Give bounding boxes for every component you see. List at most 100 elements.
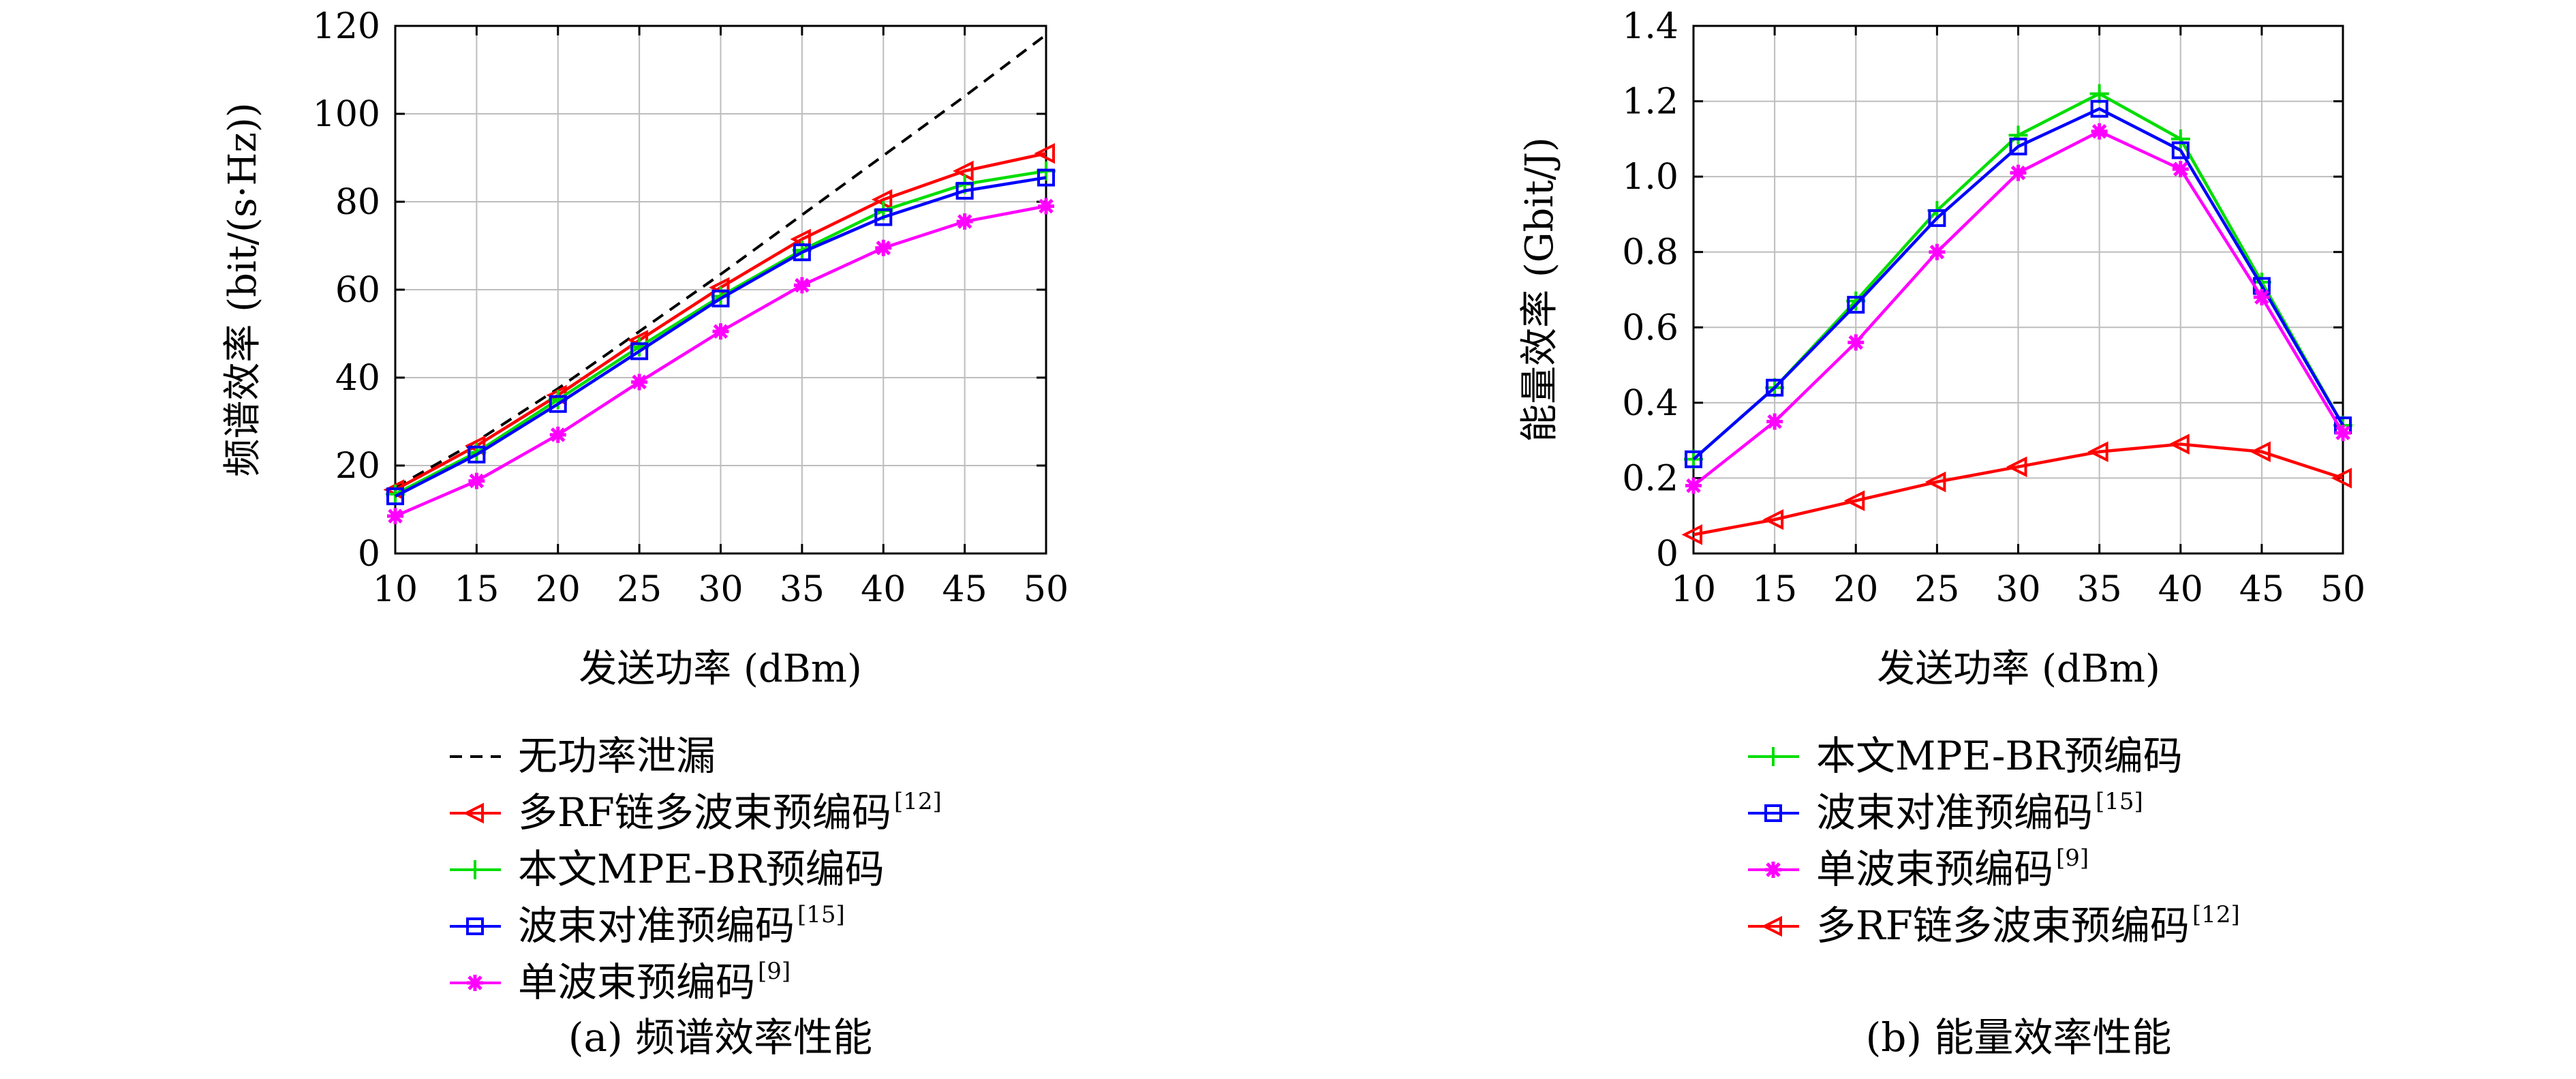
y-tick-label: 120: [313, 6, 380, 47]
series-line: [395, 33, 1047, 489]
y-tick-label: 0.2: [1622, 458, 1678, 499]
x-axis-label: 发送功率 (dBm): [1877, 647, 2160, 691]
data-point: [1685, 477, 1702, 494]
legend-label: 多RF链多波束预编码: [518, 789, 891, 836]
legend-item: 多RF链多波束预编码 [12]: [1748, 901, 2240, 949]
data-point: [386, 487, 404, 506]
data-point: [467, 445, 486, 463]
data-point: [2006, 456, 2027, 478]
x-tick-label: 30: [1995, 569, 2040, 610]
data-point: [630, 342, 649, 361]
data-point: [1037, 168, 1055, 187]
y-axis-label: 频谱效率 (bit/(s·Hz)): [221, 102, 265, 476]
data-point: [956, 213, 973, 230]
x-tick-label: 10: [1671, 569, 1716, 610]
figure-caption: (b) 能量效率性能: [1866, 1014, 2172, 1061]
legend-label: 单波束预编码: [518, 959, 755, 1005]
series-4: [387, 198, 1054, 525]
series-0: [395, 33, 1047, 489]
data-point: [2171, 129, 2190, 149]
legend-reference: [15]: [2096, 788, 2143, 815]
legend-label: 波束对准预编码: [518, 902, 795, 949]
legend-label: 单波束预编码: [1816, 846, 2053, 892]
legend-marker: [1765, 862, 1781, 878]
legend-item: 波束对准预编码 [15]: [450, 901, 845, 949]
data-point: [631, 374, 648, 391]
legend-label: 无功率泄漏: [518, 733, 716, 779]
y-tick-label: 100: [313, 94, 380, 135]
x-tick-label: 35: [2077, 569, 2122, 610]
x-tick-label: 45: [942, 569, 987, 610]
y-axis-label: 能量效率 (Gbit/J): [1518, 137, 1562, 442]
series-3: [386, 168, 1055, 506]
data-point: [1681, 524, 1702, 545]
data-point: [2250, 441, 2271, 462]
x-tick-label: 30: [698, 569, 743, 610]
legend-item: 本文MPE-BR预编码: [1748, 733, 2183, 779]
data-point: [874, 208, 893, 226]
figure-caption: (a) 频谱效率性能: [568, 1014, 872, 1061]
data-point: [2091, 123, 2108, 140]
x-tick-label: 40: [861, 569, 906, 610]
series-3: [1681, 434, 2352, 545]
data-point: [955, 181, 974, 200]
data-point: [2090, 100, 2109, 118]
legend-marker: [463, 802, 484, 824]
legend-marker: [1764, 804, 1782, 822]
x-tick-label: 45: [2239, 569, 2284, 610]
series-line: [394, 176, 1047, 498]
legend-label: 本文MPE-BR预编码: [518, 846, 885, 892]
data-point: [2172, 161, 2189, 178]
data-point: [875, 239, 892, 256]
legend-reference: [12]: [894, 788, 942, 815]
legend-label: 波束对准预编码: [1816, 789, 2093, 836]
data-point: [2010, 164, 2027, 181]
series-2: [1685, 123, 2351, 494]
legend-label: 本文MPE-BR预编码: [1816, 733, 2183, 779]
data-point: [468, 472, 485, 489]
data-point: [549, 395, 567, 413]
data-point: [1928, 209, 1946, 227]
x-tick-label: 10: [373, 569, 418, 610]
legend-marker: [1764, 747, 1783, 766]
y-tick-label: 0.8: [1622, 232, 1678, 273]
data-point: [711, 289, 730, 307]
y-tick-label: 80: [335, 182, 380, 223]
data-point: [387, 508, 403, 525]
series-1: [1685, 100, 2352, 468]
data-point: [2171, 141, 2190, 159]
data-point: [2009, 137, 2027, 155]
legend-item: 多RF链多波束预编码 [12]: [450, 788, 942, 836]
y-tick-label: 60: [335, 270, 380, 311]
chart-energy-efficiency: 10 15 20 25 30 35 40 45 50 0 0.2 0.4 0.6 0.8 1.0 1.2 1.4…: [1518, 6, 2365, 1061]
legend-marker: [467, 975, 483, 991]
chart-spectral-efficiency: 10 15 20 25 30 35 40 45 50 0 20 40 60 80 100 120 发送功率 (d…: [221, 6, 1069, 1061]
data-point: [1034, 142, 1055, 164]
y-tick-label: 1.2: [1622, 82, 1678, 123]
data-point: [1766, 378, 1784, 397]
data-point: [1929, 243, 1946, 260]
y-tick-label: 1.0: [1622, 157, 1678, 198]
x-tick-label: 20: [536, 569, 581, 610]
data-point: [1847, 334, 1865, 351]
legend-item: 单波束预编码 [9]: [450, 958, 791, 1005]
legend-item: 无功率泄漏: [450, 733, 716, 779]
data-point: [2253, 289, 2270, 306]
data-point: [2168, 434, 2190, 455]
data-point: [2008, 125, 2028, 145]
data-point: [793, 243, 811, 262]
x-tick-label: 15: [454, 569, 499, 610]
series-line: [1693, 442, 2344, 536]
data-point: [1847, 296, 1865, 314]
data-point: [1038, 198, 1054, 215]
x-tick-label: 25: [1914, 569, 1959, 610]
data-point: [1762, 509, 1784, 530]
y-tick-label: 0: [1656, 534, 1678, 575]
legend-reference: [9]: [758, 958, 791, 985]
data-point: [793, 277, 810, 294]
legend-reference: [15]: [797, 901, 845, 928]
x-tick-label: 50: [2320, 569, 2365, 610]
legend-marker: [465, 860, 485, 879]
legend-reference: [9]: [2056, 845, 2089, 872]
